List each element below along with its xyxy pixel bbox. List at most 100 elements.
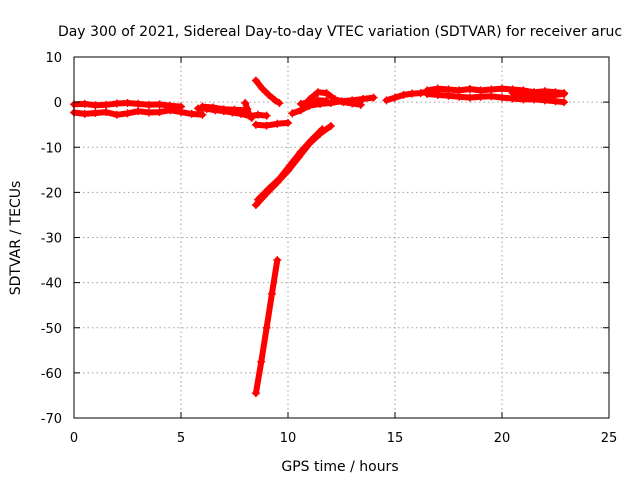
plot-area (70, 76, 569, 398)
y-tick-label: -20 (41, 186, 62, 201)
data-point (348, 99, 357, 108)
data-point (241, 99, 250, 108)
data-point (198, 102, 207, 111)
data-point (455, 92, 464, 101)
data-point (476, 92, 485, 101)
data-point (399, 90, 408, 99)
series-line (252, 119, 291, 129)
y-tick-label: 10 (45, 51, 62, 66)
y-tick-label: -40 (41, 277, 62, 292)
data-point (134, 107, 143, 116)
data-point (508, 89, 517, 98)
data-point (112, 110, 121, 119)
series-arc-f (251, 118, 292, 130)
axis-ticks: 0 5 10 15 20 25 10 0 -10 -20 -30 -40 -50 -60 -70 (41, 51, 618, 446)
data-point (498, 84, 506, 93)
y-axis-title: SDTVAR / TECUs (8, 181, 24, 296)
data-point (230, 105, 239, 114)
data-point (80, 99, 89, 108)
data-point (498, 93, 506, 102)
data-point (155, 100, 164, 109)
data-point (251, 389, 260, 398)
data-point (264, 184, 273, 193)
data-point (254, 110, 263, 119)
data-point (318, 125, 327, 134)
chart-title: Day 300 of 2021, Sidereal Day-to-day VTE… (58, 24, 622, 40)
data-point (262, 121, 271, 130)
data-point (198, 110, 207, 119)
data-point (540, 91, 549, 100)
data-point (91, 108, 100, 117)
series-arc-j (251, 256, 282, 398)
data-point (313, 88, 322, 97)
grid (74, 57, 609, 418)
y-tick-label: -30 (41, 232, 62, 247)
data-point (444, 91, 453, 100)
x-axis-title: GPS time / hours (281, 459, 398, 475)
data-point (305, 98, 314, 107)
data-point (112, 99, 121, 108)
series-arc-e (241, 99, 256, 122)
data-point (391, 93, 399, 102)
data-point (262, 323, 271, 332)
data-point (254, 195, 263, 204)
data-point (187, 109, 196, 118)
data-point (519, 90, 528, 99)
data-point (80, 109, 89, 118)
data-point (251, 76, 260, 85)
data-point (288, 109, 297, 118)
data-point (177, 108, 185, 117)
data-point (102, 108, 111, 117)
series-line (297, 97, 330, 107)
data-point (267, 289, 276, 298)
data-point (382, 96, 391, 105)
series-arc-g (251, 76, 284, 108)
data-point (102, 100, 111, 109)
data-point (286, 161, 295, 170)
x-tick-label: 10 (280, 431, 297, 446)
data-point (465, 93, 474, 102)
data-point (262, 111, 271, 120)
data-point (530, 90, 539, 99)
data-point (123, 109, 132, 118)
x-tick-label: 25 (601, 431, 618, 446)
data-point (322, 89, 331, 98)
x-tick-label: 5 (177, 431, 185, 446)
data-point (356, 100, 365, 109)
data-point (487, 85, 496, 94)
data-point (296, 147, 305, 156)
data-point (271, 96, 280, 105)
data-point (247, 113, 256, 122)
x-tick-label: 20 (494, 431, 511, 446)
data-point (560, 90, 569, 99)
data-point (219, 105, 228, 114)
data-point (307, 136, 316, 145)
y-tick-label: -50 (41, 322, 62, 337)
y-tick-label: -60 (41, 367, 62, 382)
series-arc-q (508, 89, 569, 100)
data-point (551, 90, 560, 99)
x-tick-label: 0 (70, 431, 78, 446)
data-point (243, 104, 252, 113)
data-point (166, 106, 175, 115)
data-point (326, 122, 335, 131)
series-arc-i (254, 125, 327, 204)
data-point (358, 94, 367, 103)
data-point (144, 108, 153, 117)
data-point (144, 100, 153, 109)
data-point (465, 85, 474, 94)
y-tick-label: -70 (41, 412, 62, 427)
series-line (242, 100, 255, 121)
data-point (331, 95, 340, 104)
data-point (123, 99, 132, 108)
y-tick-label: 0 (54, 96, 62, 111)
data-point (258, 84, 267, 93)
data-point (251, 120, 260, 129)
data-point (296, 99, 305, 108)
data-point (416, 89, 425, 98)
data-point (257, 357, 266, 366)
data-point (275, 174, 284, 183)
data-point (433, 90, 442, 99)
data-point (209, 103, 218, 112)
